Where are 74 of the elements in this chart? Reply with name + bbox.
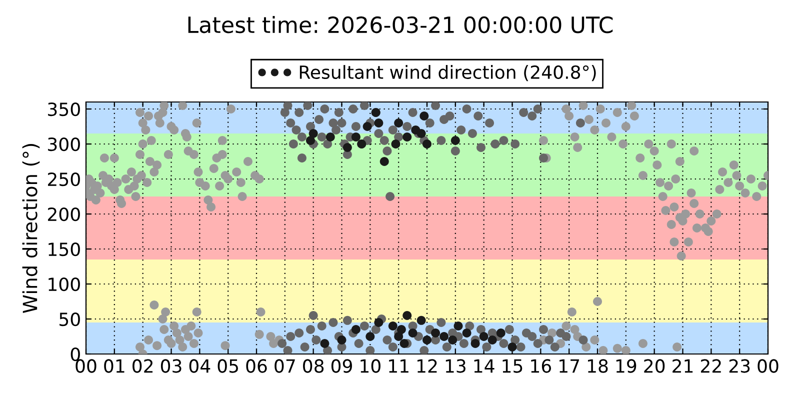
- x-tick-label: 04: [189, 359, 210, 373]
- point: [420, 112, 429, 120]
- y-tick-label: 350: [48, 102, 80, 116]
- point: [394, 332, 404, 341]
- point: [448, 336, 458, 344]
- chart-title: Latest time: 2026-03-21 00:00:00 UTC: [188, 16, 613, 34]
- y-tick-label: 300: [48, 137, 80, 152]
- point: [362, 122, 372, 131]
- y-tick-label: 250: [48, 172, 80, 186]
- x-tick-label: 06: [246, 359, 267, 373]
- point: [366, 332, 375, 341]
- y-axis-title: Wind direction (°): [22, 144, 40, 314]
- point: [342, 143, 352, 152]
- x-tick-label: 00: [76, 359, 96, 373]
- point: [454, 322, 463, 330]
- point: [402, 311, 412, 320]
- point: [391, 140, 400, 148]
- point: [402, 132, 412, 142]
- point: [479, 332, 488, 341]
- point: [422, 140, 432, 148]
- x-tick-label: 17: [560, 359, 580, 373]
- point: [394, 118, 404, 128]
- point: [470, 339, 480, 348]
- x-tick-label: 09: [331, 359, 352, 373]
- point: [440, 332, 449, 341]
- x-tick-label: 13: [446, 359, 466, 373]
- point: [450, 136, 460, 145]
- point: [351, 132, 360, 142]
- legend-label: Resultant wind direction (240.8°): [300, 65, 596, 82]
- point: [416, 129, 426, 138]
- x-tick-label: 21: [672, 359, 693, 373]
- x-tick-label: 05: [218, 359, 238, 373]
- x-tick-label: 12: [417, 359, 437, 373]
- point: [308, 129, 318, 138]
- point: [422, 336, 432, 344]
- y-tick-label: 200: [48, 207, 80, 222]
- x-tick-label: 00: [758, 359, 778, 373]
- x-tick-label: 16: [531, 359, 552, 373]
- x-tick-label: 14: [474, 359, 494, 373]
- x-tick-label: 07: [274, 359, 295, 373]
- x-tick-label: 18: [588, 359, 608, 373]
- y-tick-label: 50: [60, 312, 80, 326]
- point: [508, 342, 517, 352]
- x-tick-label: 03: [160, 359, 182, 373]
- point: [306, 136, 315, 145]
- point: [374, 318, 384, 327]
- x-tick-label: 22: [701, 359, 721, 373]
- point: [388, 322, 398, 330]
- point: [374, 118, 384, 128]
- x-tick-label: 10: [360, 359, 380, 373]
- x-tick-label: 08: [303, 359, 324, 373]
- y-tick-label: 100: [48, 277, 80, 292]
- x-tick-label: 02: [132, 359, 153, 373]
- point: [320, 339, 330, 348]
- x-tick-label: 23: [729, 359, 750, 373]
- point: [351, 325, 360, 334]
- point: [396, 325, 406, 334]
- x-tick-label: 15: [502, 359, 522, 373]
- point: [416, 316, 426, 325]
- point: [431, 328, 440, 338]
- point: [380, 157, 389, 166]
- x-tick-label: 19: [616, 359, 636, 373]
- x-tick-label: 11: [389, 359, 408, 373]
- point: [326, 132, 335, 142]
- x-tick-label: 20: [644, 359, 665, 373]
- point: [337, 336, 346, 344]
- point: [462, 328, 472, 338]
- x-tick-label: 01: [104, 359, 124, 373]
- point: [408, 328, 418, 338]
- point: [488, 336, 497, 344]
- point: [400, 339, 409, 348]
- y-tick-label: 150: [48, 242, 80, 256]
- y-tick-label: 0: [70, 347, 80, 362]
- point: [496, 328, 506, 338]
